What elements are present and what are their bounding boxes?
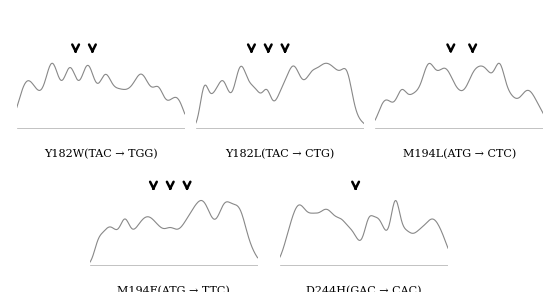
Text: D244H(GAC → CAC): D244H(GAC → CAC) bbox=[306, 286, 422, 292]
Text: M194F(ATG → TTC): M194F(ATG → TTC) bbox=[117, 286, 230, 292]
Text: Y182W(TAC → TGG): Y182W(TAC → TGG) bbox=[44, 149, 157, 159]
Text: M194L(ATG → CTC): M194L(ATG → CTC) bbox=[403, 149, 516, 159]
Text: Y182L(TAC → CTG): Y182L(TAC → CTG) bbox=[225, 149, 335, 159]
